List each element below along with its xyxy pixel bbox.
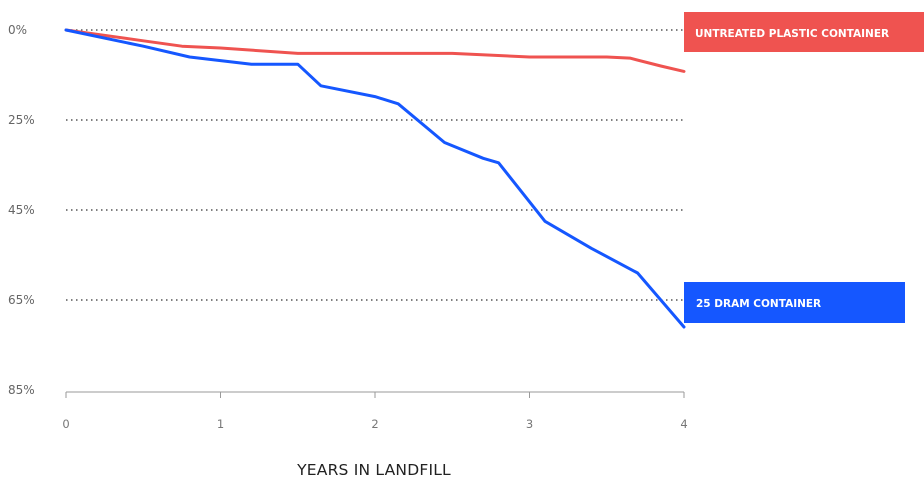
x-tick-label: 3 xyxy=(526,417,533,431)
series-lines xyxy=(64,28,686,329)
x-axis-label: YEARS IN LANDFILL xyxy=(296,461,451,479)
y-tick-label: 25% xyxy=(8,113,35,127)
y-tick-label: 65% xyxy=(8,293,35,307)
series-label-text: 25 DRAM CONTAINER xyxy=(696,298,821,310)
x-tick-label: 0 xyxy=(62,417,69,431)
series-label-text: UNTREATED PLASTIC CONTAINER xyxy=(695,28,889,40)
series-line-25-dram xyxy=(64,28,686,329)
x-axis-ticks: 0 1 2 3 4 xyxy=(62,417,687,431)
grid-lines xyxy=(66,29,684,301)
x-axis xyxy=(65,391,685,398)
series-label-untreated: UNTREATED PLASTIC CONTAINER xyxy=(684,12,924,52)
y-tick-label: 45% xyxy=(8,203,35,217)
x-tick-label: 2 xyxy=(371,417,378,431)
x-tick-label: 4 xyxy=(680,417,687,431)
label-box xyxy=(684,282,905,323)
y-tick-label: 0% xyxy=(8,23,27,37)
y-tick-label: 85% xyxy=(8,383,35,397)
y-axis-ticks: 0% 25% 45% 65% 85% xyxy=(8,23,35,397)
label-box xyxy=(684,12,924,52)
series-labels: UNTREATED PLASTIC CONTAINER 25 DRAM CONTA… xyxy=(684,12,924,323)
series-label-25-dram: 25 DRAM CONTAINER xyxy=(684,282,905,323)
series-line-untreated xyxy=(64,28,686,73)
x-tick-label: 1 xyxy=(217,417,224,431)
